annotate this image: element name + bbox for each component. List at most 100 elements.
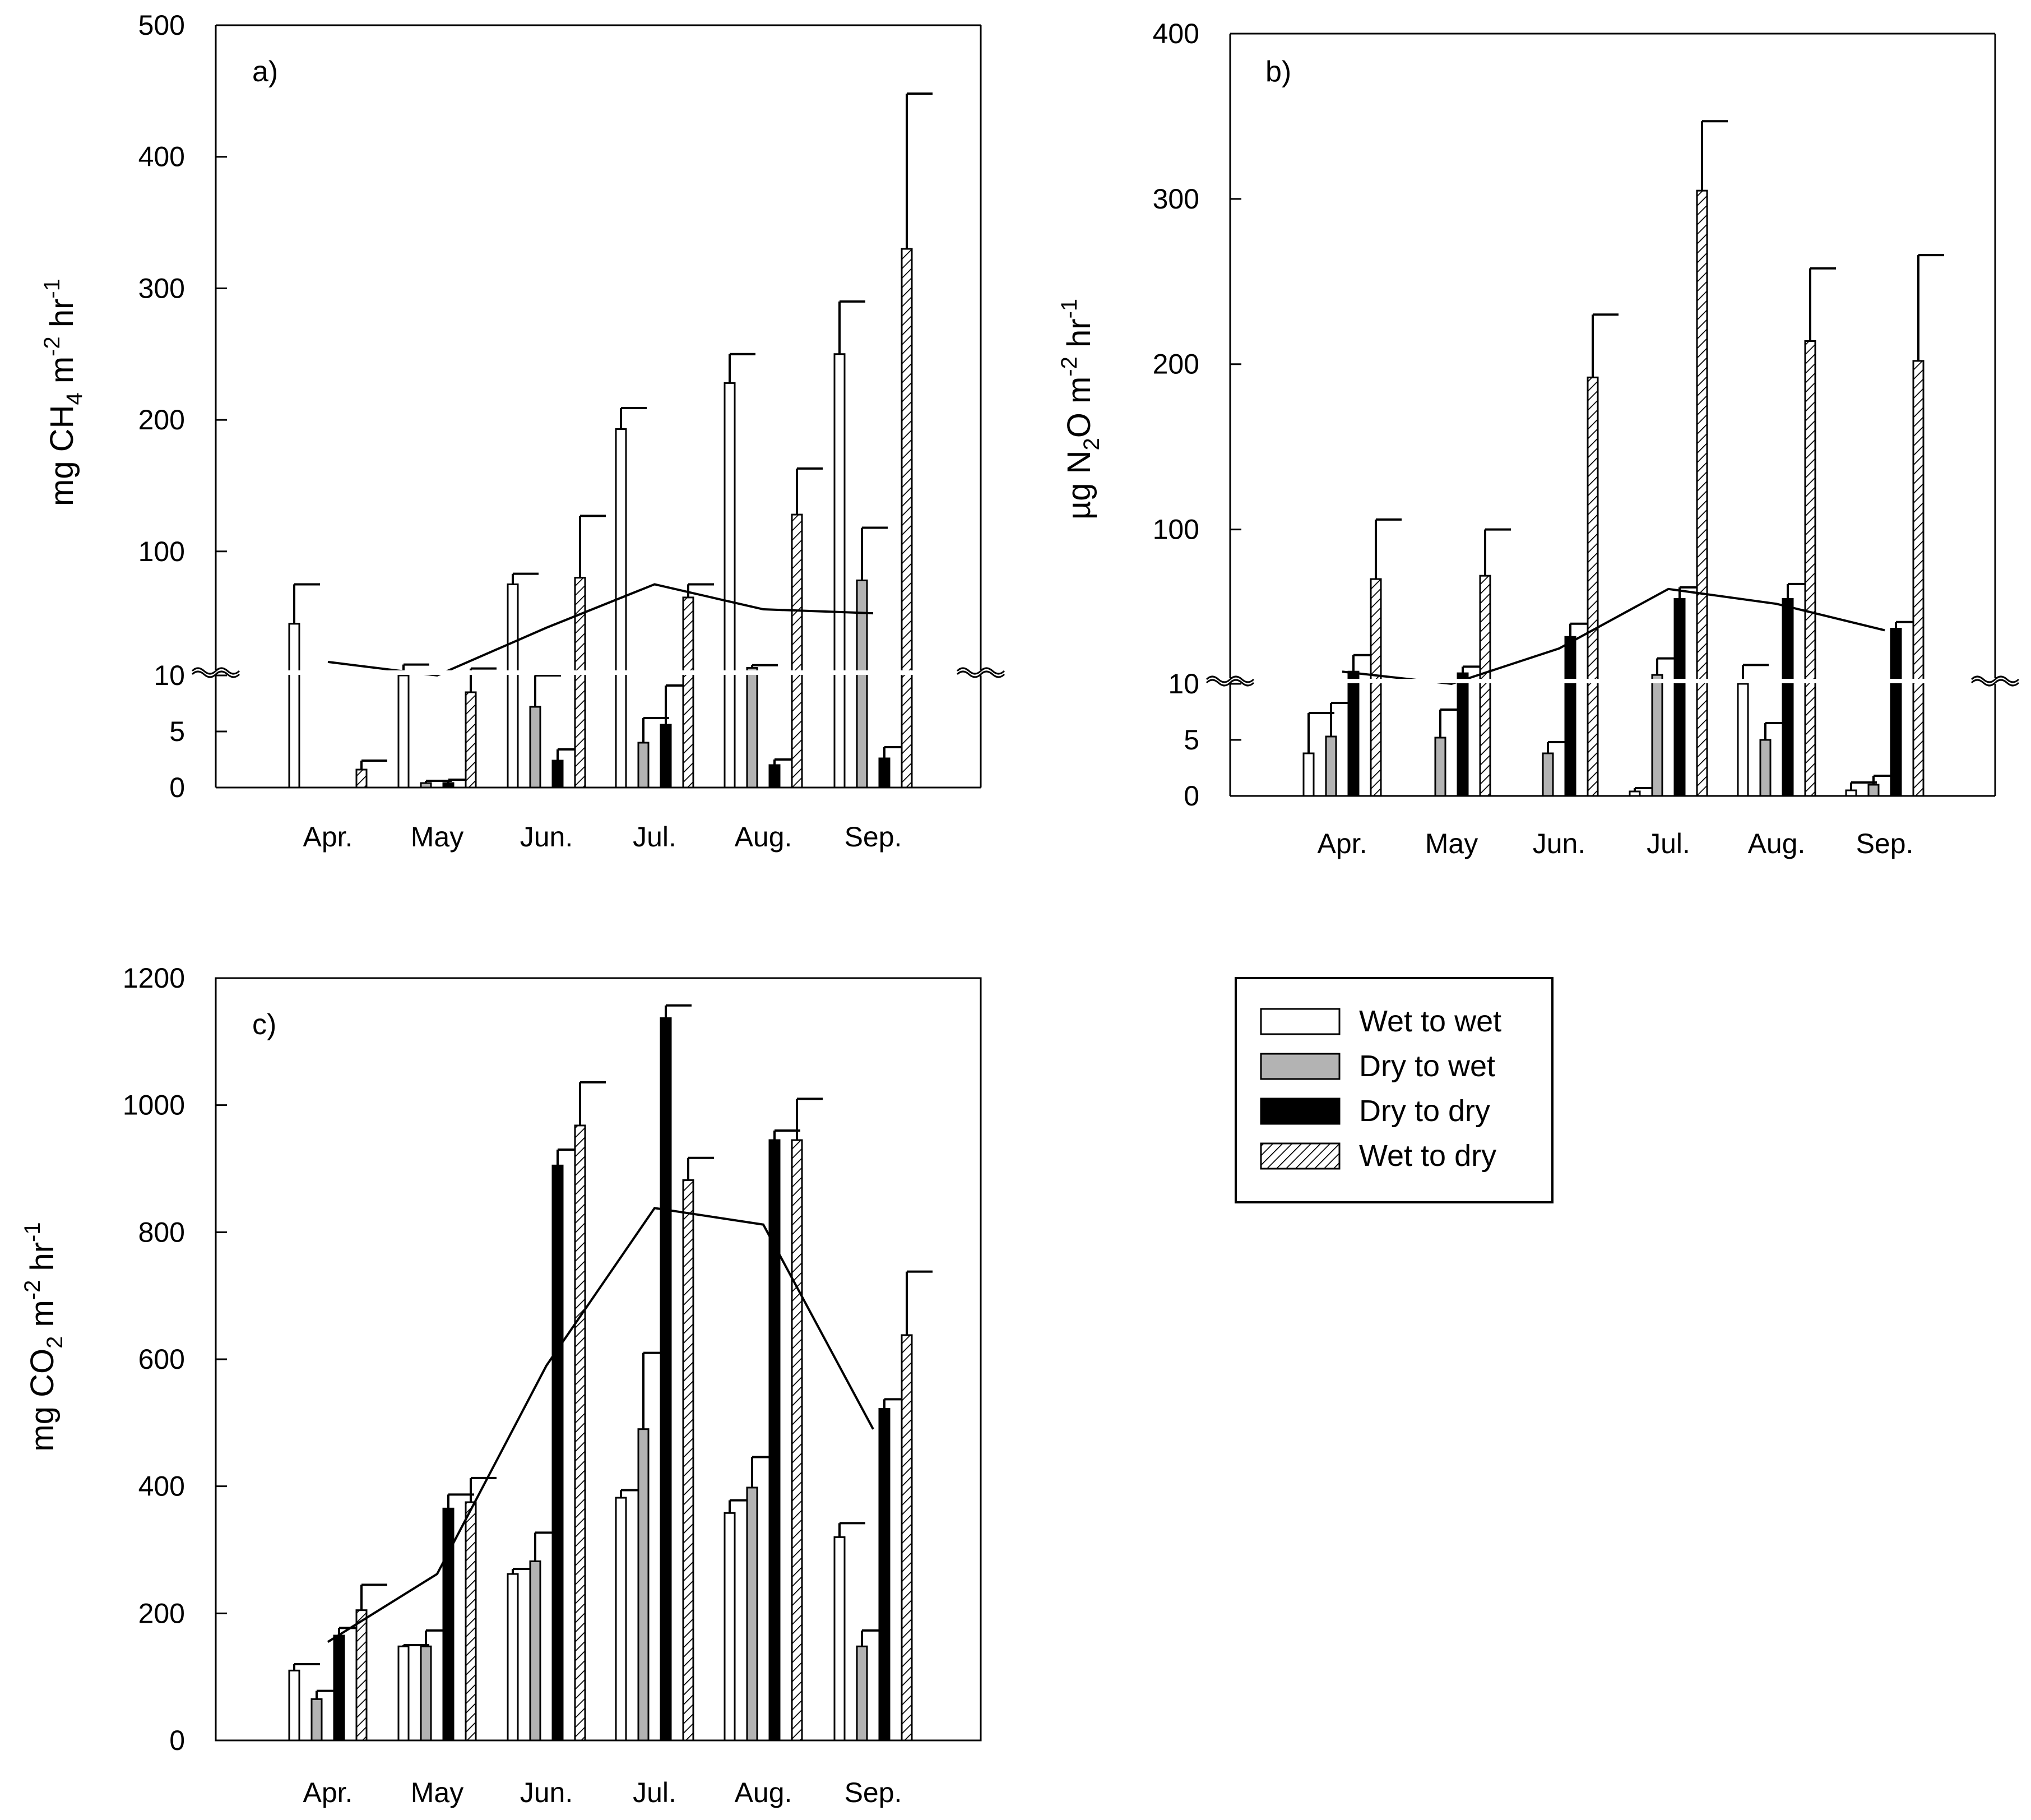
bar-white-1	[397, 1645, 410, 1742]
x-tick-label: Aug.	[735, 821, 792, 853]
bar-black-3	[660, 1017, 672, 1742]
axis-break-mark	[1970, 675, 2020, 683]
x-tick-label: Apr.	[303, 821, 353, 853]
chart-panel-c: c) mg CO2 m-2 hr-1 0 200 400 600 800 1000 1200…	[20, 962, 982, 1808]
bar-gray-2	[1542, 752, 1554, 797]
bar-black-2	[551, 760, 564, 789]
bar-hatch-4	[1804, 340, 1816, 797]
bar-white-4	[1737, 683, 1749, 797]
bar-black-5	[1890, 628, 1902, 797]
axis-break-mark	[191, 670, 240, 678]
bar-hatch-5	[901, 1334, 913, 1742]
legend-swatch-white	[1260, 1008, 1341, 1035]
bar-gray-0	[1325, 735, 1337, 797]
y-tick-label: 5	[169, 716, 185, 747]
bar-hatch-3	[682, 596, 694, 789]
mean-line	[1342, 587, 1885, 686]
x-tick-label: Jul.	[1647, 828, 1690, 859]
x-tick-label: Jul.	[633, 821, 676, 853]
y-tick-label: 100	[138, 536, 185, 567]
panel-label-c: c)	[252, 1008, 276, 1041]
bar-gray-5	[856, 1645, 868, 1742]
bar-white-5	[833, 353, 846, 789]
bar-white-0	[1302, 752, 1315, 797]
bar-white-2	[507, 583, 519, 789]
axis-break-mark	[191, 667, 240, 675]
bar-hatch-4	[791, 1139, 803, 1742]
y-tick-label: 400	[138, 141, 185, 173]
x-tick-label: Sep.	[1856, 828, 1914, 859]
x-tick-label: Jun.	[520, 1777, 573, 1808]
bar-black-3	[660, 724, 672, 789]
y-tick-label: 10	[1168, 668, 1199, 700]
x-tick-label: Jun.	[520, 821, 573, 853]
x-tick-label: Apr.	[303, 1777, 353, 1808]
bar-black-2	[551, 1164, 564, 1742]
panel-label-a: a)	[252, 55, 278, 88]
axis-break-gap	[1229, 679, 1996, 683]
bar-hatch-2	[574, 1124, 586, 1742]
bar-hatch-3	[1696, 189, 1708, 797]
bar-gray-1	[1434, 737, 1446, 797]
bar-hatch-1	[465, 691, 477, 789]
legend-label: Wet to dry	[1359, 1139, 1496, 1173]
bar-hatch-4	[791, 513, 803, 789]
bar-black-4	[768, 764, 781, 789]
y-tick-label: 400	[138, 1471, 185, 1502]
axis-break-mark	[956, 667, 1005, 675]
x-tick-label: May	[411, 821, 463, 853]
bar-black-1	[442, 1507, 455, 1742]
y-axis-label-c: mg CO2 m-2 hr-1	[20, 1222, 67, 1451]
legend-label: Dry to wet	[1359, 1049, 1495, 1083]
panel-label-b: b)	[1265, 55, 1291, 88]
chart-panel-b: b) µg N2O m-2 hr-1 0 5 10 100 200 300 400 Apr.…	[1057, 18, 2020, 859]
bar-gray-5	[1867, 784, 1880, 797]
bar-hatch-5	[1912, 360, 1925, 797]
bar-hatch-2	[1587, 376, 1599, 797]
bar-hatch-2	[574, 577, 586, 789]
bar-gray-4	[746, 666, 758, 789]
y-axis-label-b: µg N2O m-2 hr-1	[1057, 299, 1104, 520]
bar-hatch-3	[682, 1179, 694, 1742]
bar-white-3	[615, 428, 627, 789]
bar-white-0	[288, 1669, 300, 1742]
legend-label: Wet to wet	[1359, 1004, 1501, 1038]
axis-break-mark	[1205, 679, 1255, 687]
bar-gray-1	[420, 1645, 432, 1742]
bar-black-5	[878, 757, 891, 789]
axis-break-mark	[956, 670, 1005, 678]
legend-swatch-black	[1260, 1097, 1341, 1125]
bar-gray-4	[1759, 739, 1772, 797]
bar-black-4	[768, 1139, 781, 1742]
x-tick-label: Apr.	[1318, 828, 1367, 859]
y-tick-label: 400	[1153, 18, 1199, 49]
y-tick-label: 500	[138, 10, 185, 41]
bar-black-5	[878, 1407, 891, 1742]
bar-black-0	[1347, 670, 1360, 797]
bar-gray-2	[529, 1560, 541, 1742]
bar-black-0	[333, 1634, 345, 1742]
bar-black-2	[1564, 636, 1576, 797]
y-tick-label: 100	[1153, 514, 1199, 545]
plot-frame	[215, 977, 982, 1742]
bar-gray-5	[856, 579, 868, 789]
y-tick-label: 200	[138, 404, 185, 436]
chart-panel-a: a) mg CH4 m-2 hr-1 0 5 10 100 200 300 400 500 A…	[40, 10, 1005, 853]
y-axis-label-a: mg CH4 m-2 hr-1	[40, 279, 87, 506]
x-tick-label: Aug.	[735, 1777, 792, 1808]
axis-break-gap	[215, 670, 982, 675]
bar-hatch-1	[465, 1501, 477, 1742]
x-tick-label: Jun.	[1533, 828, 1586, 859]
legend-swatch-hatch	[1260, 1142, 1341, 1170]
bar-white-5	[833, 1536, 846, 1742]
mean-line	[327, 1207, 874, 1643]
bar-black-3	[1673, 598, 1686, 797]
y-tick-label: 200	[1153, 349, 1199, 380]
y-tick-label: 0	[169, 1725, 185, 1756]
bar-gray-3	[1651, 674, 1663, 797]
legend-swatch-gray	[1260, 1053, 1341, 1080]
y-tick-label: 10	[154, 660, 185, 691]
y-tick-label: 0	[169, 772, 185, 803]
y-tick-label: 300	[138, 272, 185, 304]
